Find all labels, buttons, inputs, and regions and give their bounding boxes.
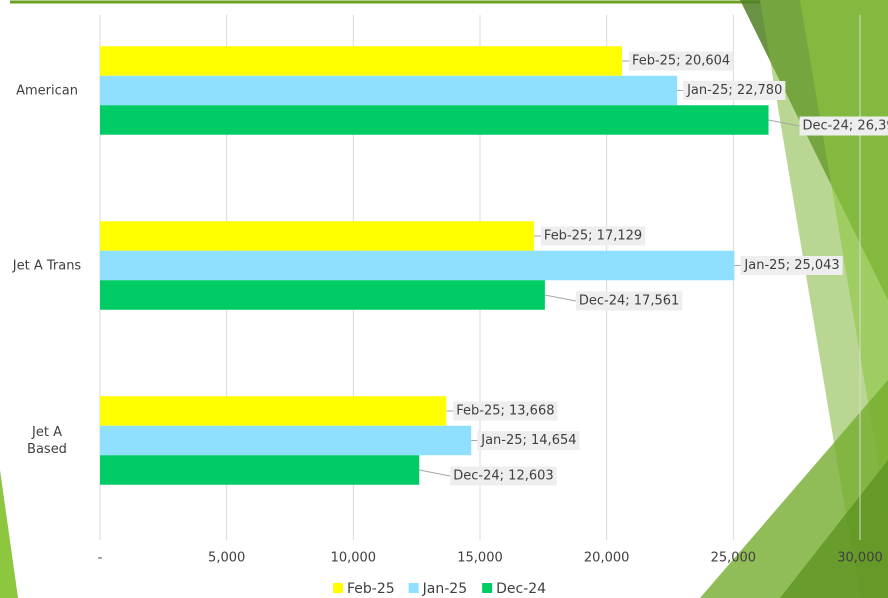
bar (100, 455, 420, 485)
y-tick-label: Jet A Based (27, 424, 67, 457)
data-label-bg (740, 256, 843, 275)
bar (100, 425, 472, 456)
data-label-bg (683, 81, 786, 100)
x-tick-label: - (98, 551, 103, 566)
legend-swatch (482, 583, 493, 593)
data-label-bg (453, 401, 558, 421)
x-tick-label: 15,000 (457, 551, 503, 566)
data-label-bg (628, 51, 734, 71)
legend-swatch (408, 583, 419, 593)
x-tick-label: 10,000 (331, 551, 377, 566)
bar (100, 396, 447, 426)
y-tick-label: American (16, 83, 78, 98)
data-label: Jan-25; 22,780 (686, 83, 782, 98)
data-label: Feb-25; 20,604 (632, 54, 730, 69)
x-tick-label: 20,000 (584, 551, 630, 566)
bar (100, 250, 735, 281)
data-label: Jan-25; 14,654 (480, 433, 576, 448)
bar (100, 46, 622, 76)
data-label: Feb-25; 13,668 (456, 404, 554, 419)
legend-label: Feb-25 (347, 581, 395, 597)
x-tick-label: 25,000 (711, 551, 757, 566)
data-label-bg (575, 291, 683, 311)
legend-label: Dec-24 (496, 581, 546, 597)
leader-line (768, 119, 800, 127)
data-label: Dec-24; 12,603 (453, 469, 553, 484)
data-label: Jan-25; 25,043 (743, 258, 839, 273)
data-label: Dec-24; 17,561 (579, 294, 679, 309)
bar (100, 105, 769, 135)
y-tick-label: Jet A Trans (12, 258, 82, 273)
leader-line (544, 294, 576, 302)
leader-line (419, 469, 451, 477)
data-label-bg (540, 226, 646, 246)
x-tick-label: 5,000 (208, 551, 245, 566)
data-label: Feb-25; 17,129 (544, 229, 642, 244)
data-label-bg (477, 431, 580, 450)
bar (100, 280, 545, 310)
bar (100, 75, 678, 106)
data-label-bg (450, 466, 557, 486)
x-tick-label: 30,000 (837, 551, 883, 566)
data-label: Dec-24; 26,390 (803, 119, 888, 134)
legend-swatch (333, 583, 343, 593)
data-label-bg (799, 116, 888, 136)
bar (100, 221, 534, 251)
legend-label: Jan-25 (422, 581, 467, 597)
